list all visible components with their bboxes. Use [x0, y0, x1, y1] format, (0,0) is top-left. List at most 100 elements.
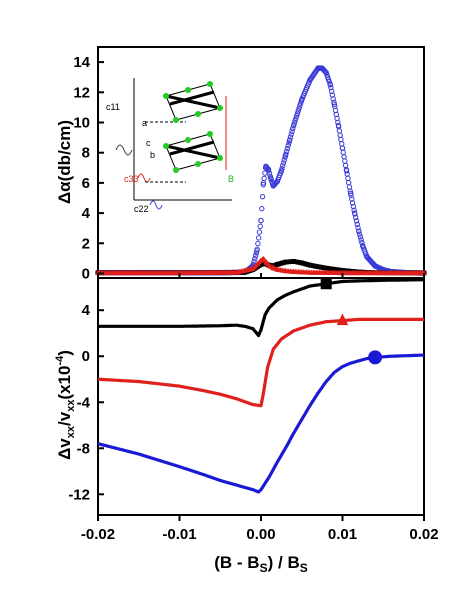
top-series-0-point — [340, 149, 346, 156]
top-y-tick-label: 0 — [82, 265, 90, 282]
x-axis-title: (B - BS) / BS — [214, 553, 307, 575]
x-tick-label: 0.00 — [246, 526, 275, 543]
bottom-series-2 — [97, 350, 425, 494]
top-series-0-point — [297, 103, 303, 109]
bottom-y-tick-label: 0 — [82, 348, 90, 365]
inset-label-c11: c11 — [106, 102, 120, 112]
bottom-series-0 — [97, 278, 425, 338]
inset-label-c22: c22 — [134, 204, 149, 214]
bottom-y-tick-label: -4 — [77, 394, 91, 411]
top-series-0 — [95, 65, 427, 276]
top-series-0-point — [258, 217, 264, 224]
inset-label-c: c — [146, 138, 151, 148]
top-series-0-point — [264, 165, 270, 171]
top-series-0-point — [349, 196, 355, 202]
top-series-0-point — [357, 234, 364, 240]
top-series-0-point — [354, 221, 360, 227]
top-series-0-point — [287, 137, 293, 143]
bottom-y-axis-title: Δvxx/vxx(x10-4) — [54, 350, 77, 460]
top-series-0-point — [266, 171, 273, 177]
top-series-0-point — [328, 88, 335, 94]
top-series-0-point — [359, 239, 365, 246]
inset-label-a: a — [142, 118, 147, 128]
top-series-0-point — [287, 134, 294, 140]
top-panel-series — [95, 65, 427, 276]
inset-label-c33: c33 — [124, 174, 139, 184]
top-series-0-point — [285, 142, 291, 149]
bottom-series-0-line — [97, 278, 425, 338]
top-series-0-point — [324, 72, 330, 78]
top-series-0-point — [255, 235, 262, 241]
bottom-series-2-marker — [368, 350, 383, 365]
top-series-0-point — [326, 79, 333, 85]
inset-label-b: b — [150, 150, 155, 160]
top-series-0-point — [266, 168, 272, 174]
top-series-0-point — [283, 148, 290, 155]
top-series-0-point — [256, 229, 263, 235]
top-series-2 — [95, 255, 427, 276]
top-series-0-point — [336, 128, 343, 134]
top-series-0-point — [358, 237, 364, 243]
top-series-0-point — [342, 158, 348, 164]
x-tick-label: 0.02 — [409, 526, 438, 543]
top-series-0-point — [331, 101, 338, 108]
top-series-0-point — [329, 92, 336, 98]
top-series-0-point — [260, 181, 267, 188]
top-series-0-point — [296, 105, 302, 112]
top-series-0-point — [259, 205, 265, 212]
top-series-0-point — [346, 179, 352, 186]
top-series-0-point — [343, 168, 350, 174]
top-panel-frame — [97, 46, 425, 279]
top-series-0-point — [350, 203, 357, 210]
bottom-series-1 — [97, 313, 425, 408]
top-y-tick-label: 2 — [82, 235, 90, 252]
top-series-0-point — [273, 179, 280, 185]
top-series-0-point — [339, 141, 345, 147]
bottom-series-2-line — [97, 353, 425, 494]
top-series-0-point — [338, 136, 344, 143]
top-series-0-point — [295, 108, 301, 114]
bottom-series-1-marker — [336, 313, 349, 326]
bottom-panel-frame — [97, 277, 425, 516]
top-series-0-point — [288, 131, 294, 137]
bottom-series-0-marker — [320, 278, 332, 290]
top-series-0-point — [345, 175, 351, 182]
top-series-0-point — [325, 76, 332, 83]
top-series-0-point — [280, 160, 287, 166]
top-series-0-point — [291, 120, 298, 126]
bottom-y-tick-label: 4 — [82, 302, 91, 319]
top-series-0-point — [252, 256, 258, 262]
top-series-0-point — [342, 162, 349, 169]
top-series-0-point — [290, 122, 297, 129]
top-series-0-point — [257, 223, 263, 230]
top-y-tick-label: 6 — [82, 175, 90, 192]
top-series-0-point — [351, 207, 357, 213]
bottom-y-tick-label: -8 — [77, 440, 90, 457]
top-series-0-point — [251, 258, 257, 265]
top-series-0-point — [283, 151, 289, 157]
top-series-0-point — [293, 115, 299, 121]
top-series-0-point — [325, 74, 331, 80]
top-series-0-point — [346, 184, 353, 190]
bottom-panel-series — [97, 278, 425, 494]
top-series-0-point — [259, 193, 266, 200]
top-series-0-point — [279, 165, 285, 172]
top-series-0-point — [356, 228, 362, 234]
x-tick-label: -0.02 — [81, 526, 115, 543]
top-series-0-point — [294, 110, 301, 116]
top-series-0-point — [327, 82, 333, 88]
top-y-tick-label: 14 — [73, 54, 90, 71]
top-y-axis-title: Δα(db/cm) — [55, 120, 74, 204]
top-series-0-point — [349, 200, 356, 206]
top-y-tick-label: 12 — [73, 84, 90, 101]
top-series-0-point — [328, 84, 334, 91]
top-series-0-point — [339, 145, 346, 151]
x-tick-label: 0.01 — [328, 526, 357, 543]
top-series-0-point — [255, 240, 261, 247]
top-series-0-point — [254, 246, 260, 253]
axis-ticks: 0 2 4 6 8 10 12 14 -12 -8 -4 0 4 -0.02 -0.01 0.00 0.01 0.… — [68, 54, 438, 543]
top-series-0-point — [252, 253, 259, 259]
top-series-0-point — [330, 96, 336, 102]
top-series-0-point — [341, 154, 347, 160]
inset-label-B: B — [228, 174, 234, 184]
